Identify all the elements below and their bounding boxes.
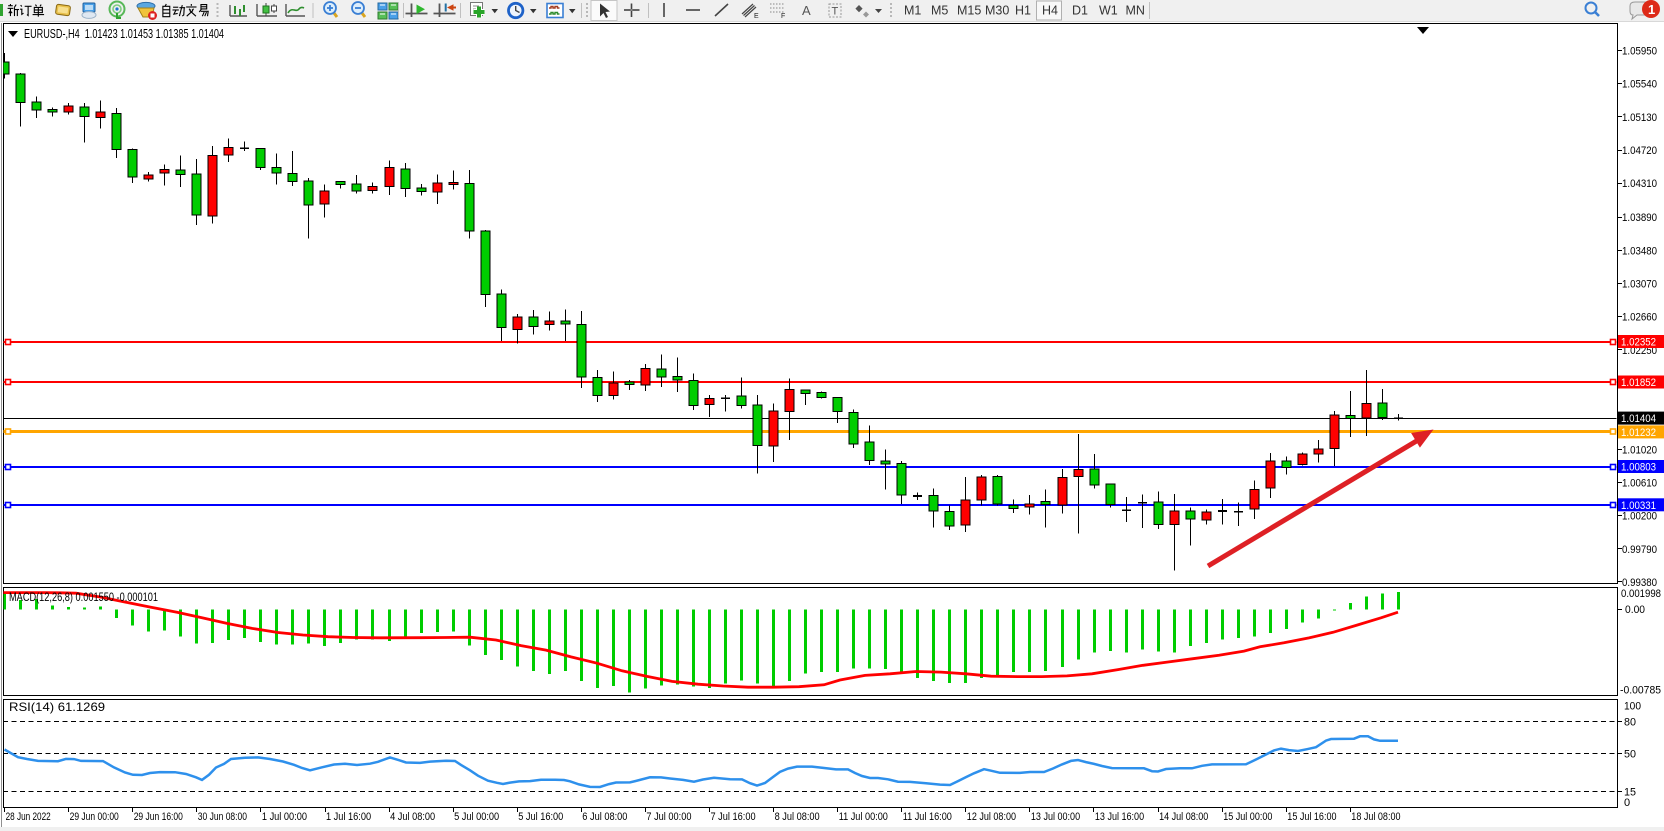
svg-text:50: 50	[1624, 749, 1636, 761]
svg-text:1.03480: 1.03480	[1622, 245, 1657, 257]
svg-text:W1: W1	[1099, 4, 1118, 18]
svg-text:11 Jul 00:00: 11 Jul 00:00	[839, 811, 888, 823]
svg-text:11 Jul 16:00: 11 Jul 16:00	[903, 811, 952, 823]
svg-text:1.03890: 1.03890	[1622, 212, 1657, 224]
svg-text:12 Jul 08:00: 12 Jul 08:00	[967, 811, 1016, 823]
svg-text:MACD(12,26,8) 0.001550 -0.0001: MACD(12,26,8) 0.001550 -0.000101	[9, 590, 158, 604]
svg-text:1.01232: 1.01232	[1621, 427, 1656, 439]
svg-text:15 Jul 16:00: 15 Jul 16:00	[1287, 811, 1336, 823]
svg-text:13 Jul 16:00: 13 Jul 16:00	[1095, 811, 1144, 823]
svg-text:1.00610: 1.00610	[1622, 477, 1657, 489]
svg-text:1.05950: 1.05950	[1622, 45, 1657, 57]
svg-text:0: 0	[1624, 797, 1630, 809]
svg-text:E: E	[754, 13, 759, 20]
svg-text:MN: MN	[1126, 4, 1145, 18]
svg-text:1 Jul 00:00: 1 Jul 00:00	[262, 811, 307, 823]
svg-text:H4: H4	[1042, 4, 1058, 18]
svg-text:EURUSD-,H4 1.01423 1.01453 1.: EURUSD-,H4 1.01423 1.01453 1.01385 1.014…	[24, 26, 224, 41]
svg-text:1.01852: 1.01852	[1621, 377, 1656, 389]
svg-text:0.00: 0.00	[1625, 604, 1645, 616]
svg-text:1.01404: 1.01404	[1621, 413, 1656, 425]
svg-text:1.03070: 1.03070	[1622, 278, 1657, 290]
svg-text:M30: M30	[985, 4, 1009, 18]
svg-text:29 Jun 16:00: 29 Jun 16:00	[134, 811, 183, 823]
svg-text:F: F	[781, 13, 785, 20]
svg-text:1.00803: 1.00803	[1621, 462, 1656, 474]
svg-text:1: 1	[1648, 2, 1655, 17]
svg-text:5 Jul 16:00: 5 Jul 16:00	[518, 811, 563, 823]
svg-text:M5: M5	[931, 4, 948, 18]
svg-text:14 Jul 08:00: 14 Jul 08:00	[1159, 811, 1208, 823]
svg-text:0.99380: 0.99380	[1622, 577, 1657, 589]
svg-text:1.05540: 1.05540	[1622, 79, 1657, 91]
svg-text:1.01020: 1.01020	[1622, 444, 1657, 456]
svg-text:18 Jul 08:00: 18 Jul 08:00	[1351, 811, 1400, 823]
svg-text:100: 100	[1624, 701, 1641, 713]
svg-text:5 Jul 00:00: 5 Jul 00:00	[454, 811, 499, 823]
svg-text:6 Jul 08:00: 6 Jul 08:00	[582, 811, 627, 823]
svg-text:1 Jul 16:00: 1 Jul 16:00	[326, 811, 371, 823]
svg-text:M1: M1	[904, 4, 921, 18]
svg-text:1.05130: 1.05130	[1622, 112, 1657, 124]
svg-text:D1: D1	[1072, 4, 1088, 18]
svg-text:1.02660: 1.02660	[1622, 312, 1657, 324]
svg-text:A: A	[802, 3, 811, 18]
svg-text:1.00200: 1.00200	[1622, 511, 1657, 523]
svg-text:28 Jun 2022: 28 Jun 2022	[6, 811, 51, 823]
svg-text:0.99790: 0.99790	[1622, 544, 1657, 556]
svg-text:RSI(14) 61.1269: RSI(14) 61.1269	[9, 700, 105, 714]
svg-text:30 Jun 08:00: 30 Jun 08:00	[198, 811, 247, 823]
svg-text:15: 15	[1624, 787, 1636, 799]
svg-text:4 Jul 08:00: 4 Jul 08:00	[390, 811, 435, 823]
svg-text:1.04310: 1.04310	[1622, 178, 1657, 190]
svg-text:8 Jul 08:00: 8 Jul 08:00	[775, 811, 820, 823]
svg-text:29 Jun 00:00: 29 Jun 00:00	[70, 811, 119, 823]
svg-text:0.001998: 0.001998	[1621, 588, 1661, 600]
svg-text:T: T	[832, 6, 839, 18]
svg-text:1.00331: 1.00331	[1621, 500, 1656, 512]
svg-text:15 Jul 00:00: 15 Jul 00:00	[1223, 811, 1272, 823]
svg-text:7 Jul 16:00: 7 Jul 16:00	[711, 811, 756, 823]
svg-text:M15: M15	[957, 4, 981, 18]
svg-text:1.04720: 1.04720	[1622, 145, 1657, 157]
svg-text:-0.00785: -0.00785	[1620, 685, 1661, 697]
svg-text:H1: H1	[1015, 4, 1031, 18]
svg-text:80: 80	[1624, 716, 1636, 728]
svg-text:7 Jul 00:00: 7 Jul 00:00	[646, 811, 691, 823]
svg-text:13 Jul 00:00: 13 Jul 00:00	[1031, 811, 1080, 823]
svg-text:1.02352: 1.02352	[1621, 337, 1656, 349]
